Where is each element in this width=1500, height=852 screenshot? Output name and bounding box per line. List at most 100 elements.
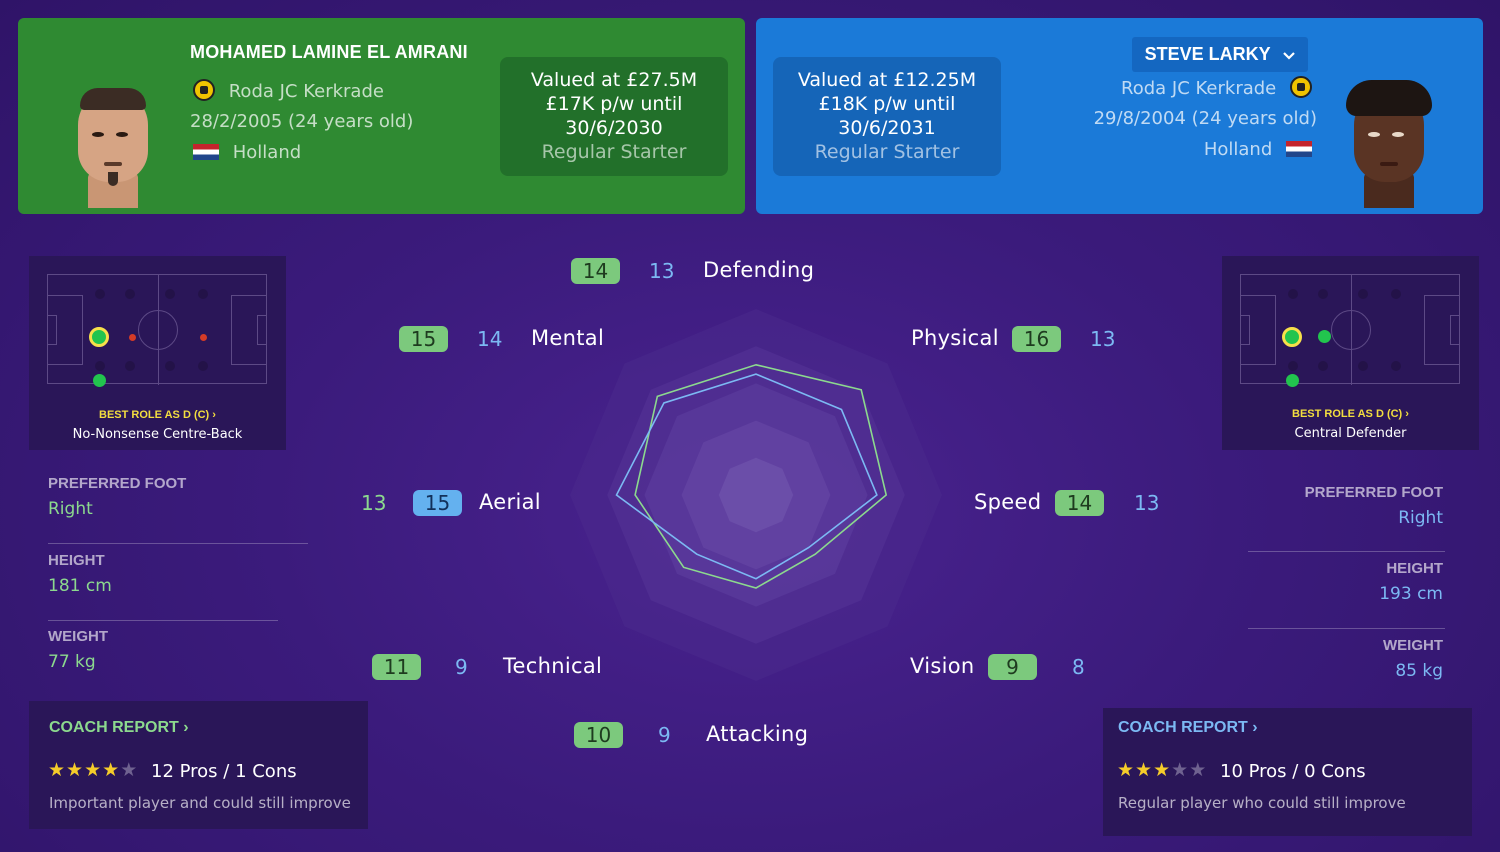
right-pros-cons: 10 Pros / 0 Cons xyxy=(1220,761,1366,782)
right-technical-value: 9 xyxy=(455,655,468,679)
right-player-club[interactable]: Roda JC Kerkrade xyxy=(1121,76,1312,99)
star-icon: ★ xyxy=(120,759,139,781)
star-icon: ★ xyxy=(48,759,67,781)
netherlands-flag-icon xyxy=(1286,141,1312,157)
right-coach-report-link[interactable]: COACH REPORT › xyxy=(1118,719,1258,737)
right-preferred-foot-label: PREFERRED FOOT xyxy=(1304,484,1443,501)
right-player-contract-end: 30/6/2031 xyxy=(838,117,936,139)
right-vision-value: 8 xyxy=(1072,655,1085,679)
divider xyxy=(1248,628,1445,629)
left-coach-report-link[interactable]: COACH REPORT › xyxy=(49,719,189,737)
aerial-label: Aerial xyxy=(479,490,541,514)
left-player-nation-name: Holland xyxy=(232,142,302,163)
right-player-status: Regular Starter xyxy=(814,141,960,163)
right-attacking-value: 9 xyxy=(658,723,671,747)
right-weight-label: WEIGHT xyxy=(1383,637,1443,654)
left-player-value: Valued at £27.5M xyxy=(530,69,698,91)
left-coach-report[interactable]: COACH REPORT › ★★★★★ 12 Pros / 1 Cons Im… xyxy=(29,701,368,829)
club-crest-icon xyxy=(1290,76,1312,98)
attacking-label: Attacking xyxy=(706,722,809,746)
chevron-right-icon: › xyxy=(212,409,216,421)
right-coach-report[interactable]: COACH REPORT › ★★★★★ 10 Pros / 0 Cons Re… xyxy=(1103,708,1472,836)
left-position-pitch xyxy=(47,274,267,387)
right-weight: 85 kg xyxy=(1395,661,1443,681)
left-player-contract-end: 30/6/2030 xyxy=(565,117,663,139)
right-preferred-foot: Right xyxy=(1398,508,1443,528)
left-player-wage: £17K p/w until xyxy=(545,93,683,115)
left-preferred-foot: Right xyxy=(48,499,93,519)
left-defending-value: 14 xyxy=(571,258,620,284)
left-player-dob: 28/2/2005 (24 years old) xyxy=(190,111,414,132)
right-player-club-name[interactable]: Roda JC Kerkrade xyxy=(1121,78,1277,99)
right-height: 193 cm xyxy=(1379,584,1443,604)
left-attacking-value: 10 xyxy=(574,722,623,748)
left-position-panel[interactable]: BEST ROLE AS D (C) › No-Nonsense Centre-… xyxy=(29,256,286,450)
left-speed-value: 14 xyxy=(1055,490,1104,516)
left-player-club[interactable]: Roda JC Kerkrade xyxy=(193,79,384,102)
star-icon: ★ xyxy=(1189,759,1208,781)
chevron-right-icon: › xyxy=(1252,719,1258,736)
radar-ring xyxy=(718,457,794,533)
left-player-card: MOHAMED LAMINE EL AMRANI Roda JC Kerkrad… xyxy=(18,18,745,214)
left-aerial-value: 13 xyxy=(361,491,387,515)
mental-label: Mental xyxy=(531,326,605,350)
divider xyxy=(48,620,278,621)
star-icon: ★ xyxy=(102,759,121,781)
right-position-pitch xyxy=(1240,274,1460,387)
right-best-role-link[interactable]: BEST ROLE AS D (C) › xyxy=(1222,408,1479,420)
divider xyxy=(48,543,308,544)
left-weight-label: WEIGHT xyxy=(48,628,108,645)
left-vision-value: 9 xyxy=(988,654,1037,680)
left-weight: 77 kg xyxy=(48,652,96,672)
right-coach-summary: Regular player who could still improve xyxy=(1118,794,1406,812)
left-best-role-link[interactable]: BEST ROLE AS D (C) › xyxy=(29,409,286,421)
divider xyxy=(1248,551,1445,552)
club-crest-icon xyxy=(193,79,215,101)
left-physical-value: 16 xyxy=(1012,326,1061,352)
right-coach-report-title: COACH REPORT xyxy=(1118,719,1248,736)
best-position-marker xyxy=(89,327,109,347)
left-best-role-label: BEST ROLE AS D (C) xyxy=(99,409,210,421)
left-player-club-name[interactable]: Roda JC Kerkrade xyxy=(228,81,384,102)
star-icon: ★ xyxy=(1171,759,1190,781)
right-player-name: STEVE LARKY xyxy=(1144,44,1271,64)
physical-label: Physical xyxy=(911,326,999,350)
left-player-status: Regular Starter xyxy=(541,141,687,163)
right-player-portrait xyxy=(1344,80,1434,208)
netherlands-flag-icon xyxy=(193,144,219,160)
best-position-marker xyxy=(1282,327,1302,347)
right-defending-value: 13 xyxy=(649,259,675,283)
speed-label: Speed xyxy=(974,490,1042,514)
left-preferred-foot-label: PREFERRED FOOT xyxy=(48,475,187,492)
right-best-role-label: BEST ROLE AS D (C) xyxy=(1292,408,1403,420)
left-best-role-name: No-Nonsense Centre-Back xyxy=(72,427,243,442)
radar-series-right-player xyxy=(615,373,878,580)
left-pros-cons: 12 Pros / 1 Cons xyxy=(151,761,297,782)
right-player-wage: £18K p/w until xyxy=(818,93,956,115)
left-mental-value: 15 xyxy=(399,326,448,352)
right-player-selector[interactable]: STEVE LARKY xyxy=(1132,37,1308,72)
left-height: 181 cm xyxy=(48,576,112,596)
left-star-rating: ★★★★★ xyxy=(48,759,138,781)
star-icon: ★ xyxy=(1153,759,1172,781)
left-technical-value: 11 xyxy=(372,654,421,680)
right-player-nation-name: Holland xyxy=(1203,139,1273,160)
right-mental-value: 14 xyxy=(477,327,503,351)
left-player-portrait xyxy=(68,80,158,208)
chevron-right-icon: › xyxy=(1405,408,1409,420)
right-position-panel[interactable]: BEST ROLE AS D (C) › Central Defender xyxy=(1222,256,1479,450)
left-player-nationality: Holland xyxy=(193,142,301,163)
right-speed-value: 13 xyxy=(1134,491,1160,515)
left-player-name[interactable]: MOHAMED LAMINE EL AMRANI xyxy=(190,42,468,62)
right-player-nationality: Holland xyxy=(1204,139,1312,160)
left-height-label: HEIGHT xyxy=(48,552,105,569)
chevron-right-icon: › xyxy=(183,719,189,736)
left-coach-summary: Important player and could still improve xyxy=(49,794,351,812)
left-player-value-box: Valued at £27.5M £17K p/w until 30/6/203… xyxy=(500,57,728,176)
right-player-card: Valued at £12.25M £18K p/w until 30/6/20… xyxy=(756,18,1483,214)
technical-label: Technical xyxy=(503,654,603,678)
star-icon: ★ xyxy=(1135,759,1154,781)
chevron-down-icon xyxy=(1283,37,1296,72)
star-icon: ★ xyxy=(1117,759,1136,781)
